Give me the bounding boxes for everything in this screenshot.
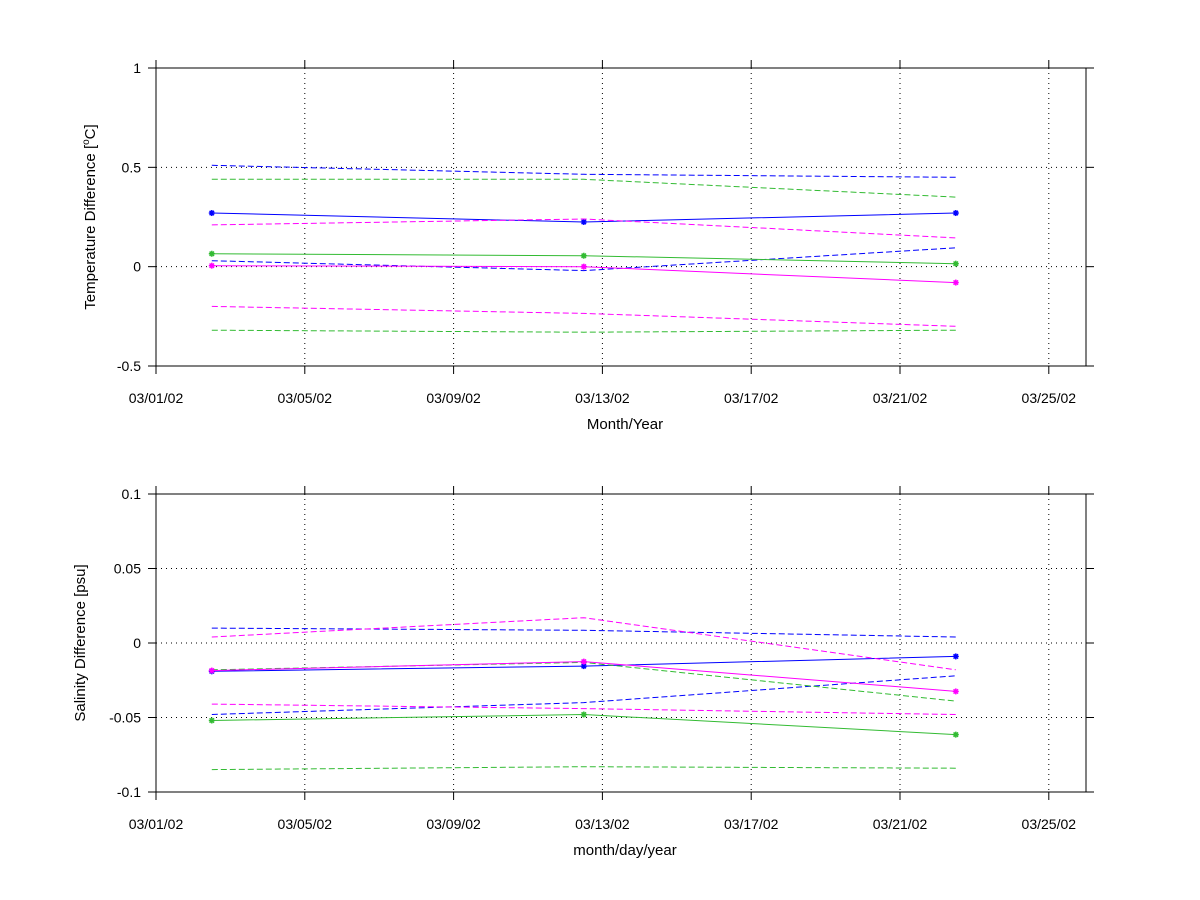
series-bound-line — [211, 766, 956, 771]
data-point — [952, 731, 959, 738]
x-axis-label: month/day/year — [573, 842, 676, 859]
y-tick-label: 0 — [133, 259, 141, 275]
point-marker-stroke — [953, 260, 959, 267]
data-point — [952, 279, 959, 286]
y-tick-label: 0.5 — [122, 159, 142, 175]
series-bound-line — [211, 703, 956, 715]
series-1 — [211, 164, 956, 178]
series-2 — [211, 247, 956, 272]
x-tick-label: 03/21/02 — [873, 390, 928, 406]
point-marker-stroke — [209, 717, 215, 724]
grid — [156, 68, 1086, 366]
point-marker-stroke — [581, 263, 587, 270]
data-point — [208, 667, 215, 674]
series-bound-line — [211, 305, 956, 327]
series-0 — [208, 210, 959, 225]
x-tick-label: 03/09/02 — [426, 816, 481, 832]
point-marker-stroke — [581, 711, 587, 718]
series-bound-line — [211, 164, 956, 178]
series-bound-line — [211, 617, 956, 671]
x-tick-label: 03/17/02 — [724, 816, 779, 832]
salinity-difference-panel: 03/01/02 03/05/02 03/09/02 03/13/02 03/17/02… — [72, 486, 1094, 859]
point-marker-stroke — [581, 219, 587, 225]
x-tick-label: 03/01/02 — [129, 390, 184, 406]
x-tick-label: 03/05/02 — [278, 816, 333, 832]
data-point — [208, 210, 215, 217]
temperature-difference-panel: 03/01/02 03/05/02 03/09/02 03/13/02 03/17/02… — [81, 60, 1094, 433]
series-bound-line — [211, 627, 956, 638]
y-tick-label: 1 — [133, 60, 141, 76]
x-tick-label: 03/13/02 — [575, 390, 630, 406]
x-tick-label: 03/21/02 — [873, 816, 928, 832]
data-point — [208, 262, 215, 269]
y-tick-label: 0.1 — [122, 486, 142, 502]
x-tick-label: 03/13/02 — [575, 816, 630, 832]
series-bound-line — [211, 329, 956, 333]
y-axis-label: Temperature Difference [oC] — [81, 124, 99, 309]
point-marker-stroke — [581, 253, 587, 259]
data-point — [580, 252, 587, 259]
x-tick-label: 03/25/02 — [1022, 816, 1077, 832]
series-bound-line — [211, 675, 956, 715]
y-tick-label: -0.05 — [109, 710, 141, 726]
series-1 — [211, 627, 956, 638]
series-5 — [211, 766, 956, 771]
data-point — [580, 263, 587, 270]
y-tick-label: 0 — [133, 635, 141, 651]
point-marker-stroke — [581, 663, 587, 669]
series-8 — [211, 703, 956, 715]
y-tick-label: -0.5 — [117, 358, 141, 374]
data-point — [208, 250, 215, 257]
axes-box — [155, 67, 1087, 367]
point-marker-stroke — [209, 262, 215, 269]
point-marker-stroke — [209, 210, 215, 216]
data-point — [208, 717, 215, 724]
series-3 — [208, 711, 959, 738]
x-tick-label: 03/01/02 — [129, 816, 184, 832]
point-marker-stroke — [953, 210, 959, 216]
x-tick-label: 03/17/02 — [724, 390, 779, 406]
x-tick-label: 03/25/02 — [1022, 390, 1077, 406]
data-point — [952, 688, 959, 695]
x-tick-label: 03/09/02 — [426, 390, 481, 406]
data-point — [952, 210, 959, 217]
data-point — [952, 260, 959, 267]
point-marker-stroke — [209, 251, 215, 257]
grid — [156, 494, 1086, 792]
data-point — [580, 218, 587, 225]
point-marker-stroke — [953, 279, 959, 286]
series-7 — [211, 617, 956, 671]
series-7 — [211, 218, 956, 239]
point-marker-stroke — [581, 658, 587, 665]
point-marker-stroke — [953, 688, 959, 695]
series-4 — [211, 178, 956, 198]
y-tick-label: -0.1 — [117, 784, 141, 800]
y-tick-label: 0.05 — [114, 561, 141, 577]
series-5 — [211, 329, 956, 333]
series-bound-line — [211, 178, 956, 198]
point-marker-stroke — [209, 667, 215, 674]
series-6 — [208, 658, 959, 695]
series-8 — [211, 305, 956, 327]
series-bound-line — [211, 218, 956, 239]
data-point — [580, 711, 587, 718]
series-3 — [208, 250, 959, 267]
series-6 — [208, 262, 959, 286]
point-marker-stroke — [953, 653, 959, 660]
series-bound-line — [211, 247, 956, 272]
x-tick-label: 03/05/02 — [278, 390, 333, 406]
data-point — [952, 653, 959, 660]
y-axis-label: Salinity Difference [psu] — [72, 564, 89, 721]
x-axis-label: Month/Year — [587, 416, 663, 433]
point-marker-stroke — [953, 731, 959, 738]
series-2 — [211, 675, 956, 715]
data-point — [580, 658, 587, 665]
